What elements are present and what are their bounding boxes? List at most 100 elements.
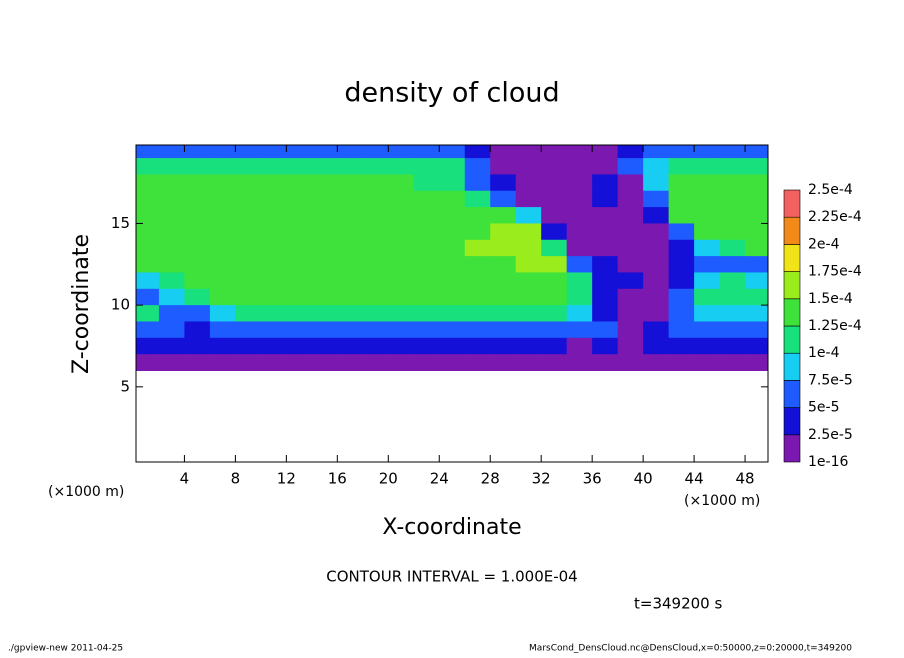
heat-cell xyxy=(592,223,619,241)
heat-cell xyxy=(439,145,466,159)
heat-cell xyxy=(158,272,185,290)
x-tick-label: 4 xyxy=(180,470,190,488)
heat-cell xyxy=(337,305,364,322)
colorbar-label: 2.5e-5 xyxy=(808,427,853,443)
heat-cell xyxy=(439,256,466,273)
colorbar-label: 2.25e-4 xyxy=(808,209,862,225)
heat-cell xyxy=(617,145,644,159)
heat-cell xyxy=(592,190,619,208)
heat-cell xyxy=(209,337,236,355)
heat-cell xyxy=(235,256,262,273)
heat-cell xyxy=(464,272,491,290)
heat-cell xyxy=(745,321,768,339)
heat-cell xyxy=(643,272,670,290)
heat-cell xyxy=(745,190,768,208)
heat-cell xyxy=(311,354,338,371)
heat-cell xyxy=(209,190,236,208)
heat-cell xyxy=(209,158,236,175)
heat-cell xyxy=(260,239,287,257)
x-tick-label: 44 xyxy=(685,470,704,488)
x-tick-label: 40 xyxy=(634,470,653,488)
heat-cell xyxy=(413,288,440,306)
heat-cell xyxy=(745,256,768,273)
heat-cell xyxy=(694,272,721,290)
heat-cell xyxy=(643,223,670,241)
heat-cell xyxy=(668,190,695,208)
footer-left: ./gpview-new 2011-04-25 xyxy=(8,644,123,654)
heat-cell xyxy=(260,305,287,322)
heat-cell xyxy=(209,272,236,290)
heat-cell xyxy=(719,239,746,257)
heat-cell xyxy=(719,354,746,371)
heat-cell xyxy=(515,239,542,257)
heat-cell xyxy=(566,305,593,322)
heat-cell xyxy=(362,190,389,208)
heat-cell xyxy=(439,207,466,224)
colorbar: 1e-16 2.5e-5 5e-5 7.5e-5 1e-4 1.25e-4 1.5e-4 1.… xyxy=(783,182,862,470)
colorbar-swatch xyxy=(783,298,801,327)
x-unit-label: (×1000 m) xyxy=(48,484,124,500)
heat-cell xyxy=(311,272,338,290)
colorbar-label: 1.25e-4 xyxy=(808,318,862,334)
heat-cell xyxy=(235,174,262,192)
heat-cell xyxy=(260,223,287,241)
heat-cell xyxy=(158,354,185,371)
heat-cell xyxy=(490,223,517,241)
y-tick-label: 15 xyxy=(111,214,130,232)
heat-cell xyxy=(668,174,695,192)
heat-cell xyxy=(362,321,389,339)
heat-cell xyxy=(158,223,185,241)
heat-cell xyxy=(566,256,593,273)
heat-cell xyxy=(209,305,236,322)
heat-cell xyxy=(286,321,313,339)
heat-cell xyxy=(694,337,721,355)
heat-cell xyxy=(592,158,619,175)
heat-cell xyxy=(439,272,466,290)
heat-cell xyxy=(311,321,338,339)
heat-cell xyxy=(260,145,287,159)
heat-cell xyxy=(541,207,568,224)
heat-cell xyxy=(388,288,415,306)
heat-cell xyxy=(136,337,160,355)
heat-cell xyxy=(643,158,670,175)
heat-cell xyxy=(235,239,262,257)
heat-cell xyxy=(719,256,746,273)
heat-cell xyxy=(541,321,568,339)
colorbar-swatch xyxy=(783,189,801,218)
heat-cell xyxy=(184,321,211,339)
heat-cell xyxy=(592,288,619,306)
heat-cell xyxy=(617,354,644,371)
x-unit-label: (×1000 m) xyxy=(684,493,760,509)
heat-cell xyxy=(235,321,262,339)
heat-cell xyxy=(362,174,389,192)
heat-cell xyxy=(235,272,262,290)
heat-cell xyxy=(136,321,160,339)
heat-cell xyxy=(337,145,364,159)
chart-title: density of cloud xyxy=(344,78,559,109)
heat-cell xyxy=(286,207,313,224)
x-tick-label: 16 xyxy=(328,470,347,488)
heat-cell xyxy=(337,354,364,371)
heat-cell xyxy=(719,288,746,306)
heat-cell xyxy=(286,354,313,371)
heat-cell xyxy=(413,272,440,290)
heat-cell xyxy=(136,207,160,224)
heat-cell xyxy=(286,145,313,159)
heat-cell xyxy=(439,337,466,355)
colorbar-swatch xyxy=(783,216,801,245)
heat-cell xyxy=(566,239,593,257)
heat-cell xyxy=(515,272,542,290)
colorbar-swatch xyxy=(783,380,801,408)
heat-cell xyxy=(235,337,262,355)
x-tick-label: 32 xyxy=(532,470,551,488)
heat-cell xyxy=(515,354,542,371)
heat-cell xyxy=(541,256,568,273)
heat-cell xyxy=(209,207,236,224)
heat-cell xyxy=(184,305,211,322)
heat-cell xyxy=(286,272,313,290)
heat-cell xyxy=(592,174,619,192)
heat-cell xyxy=(541,174,568,192)
heat-cell xyxy=(337,158,364,175)
heat-cell xyxy=(209,239,236,257)
heat-cell xyxy=(184,158,211,175)
